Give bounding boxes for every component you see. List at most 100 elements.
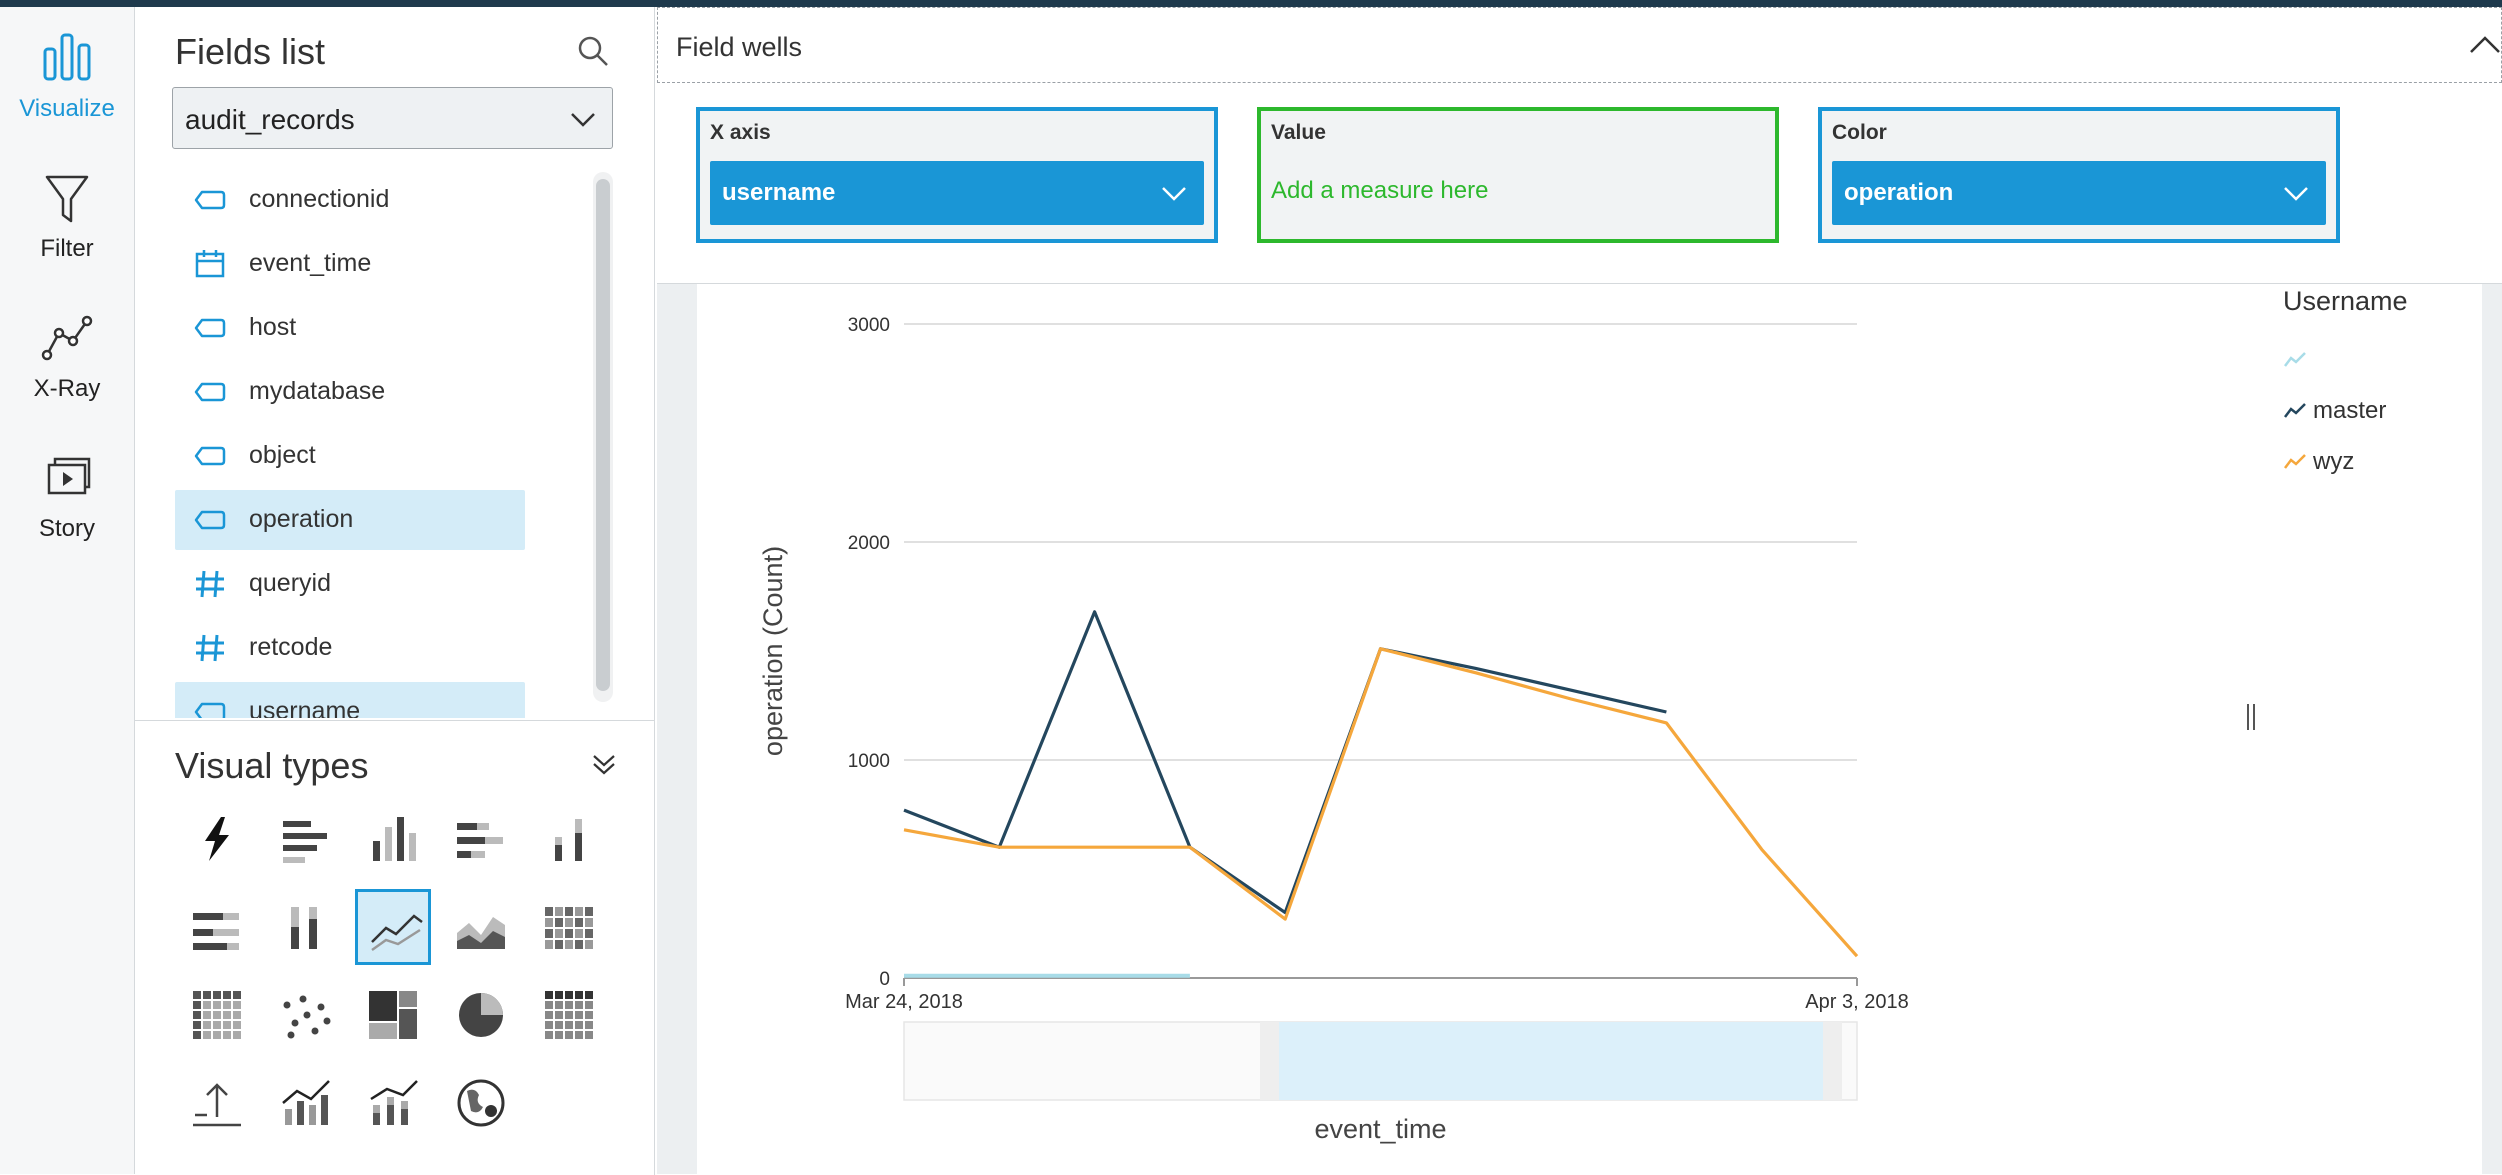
kpi-icon: [193, 1083, 241, 1127]
x-axis-well-label: X axis: [710, 121, 771, 144]
dataset-select[interactable]: audit_records: [172, 87, 613, 149]
tag-icon: [194, 510, 226, 530]
field-item[interactable]: username: [175, 682, 525, 718]
combo-stacked-line-icon: [370, 1080, 418, 1125]
field-item[interactable]: object: [175, 426, 525, 486]
visual-type-geo-map[interactable]: [443, 1065, 519, 1141]
field-name: object: [249, 441, 316, 469]
field-name: queryid: [249, 569, 331, 597]
x-tick-label: Mar 24, 2018: [845, 991, 963, 1013]
line-chart: 0 1000 2000 3000 Mar 24, 2018 Apr 3, 2018 oper…: [758, 315, 1909, 1144]
field-name: operation: [249, 505, 354, 533]
visual-type-vertical-100-bar[interactable]: [267, 889, 343, 965]
visual-type-horizontal-stacked-bar[interactable]: [443, 801, 519, 877]
color-well[interactable]: Color operation: [1818, 107, 2340, 243]
visual-type-area-chart[interactable]: [443, 889, 519, 965]
legend-title: Username: [2283, 286, 2408, 316]
visual-type-horizontal-bar[interactable]: [267, 801, 343, 877]
visual-type-combo-bar-line[interactable]: [267, 1065, 343, 1141]
color-field-name: operation: [1844, 179, 1954, 206]
visual-type-tree-map[interactable]: [355, 977, 431, 1053]
x-axis-label: event_time: [1314, 1114, 1446, 1144]
x-axis-field-pill[interactable]: username: [710, 161, 1204, 225]
vertical-100-bar-icon: [291, 907, 317, 949]
nav-filter[interactable]: Filter: [0, 169, 134, 263]
chevron-down-icon[interactable]: [1160, 181, 1188, 205]
range-slider-right-handle[interactable]: [1823, 1022, 1842, 1100]
tag-icon: [194, 446, 226, 466]
visual-type-pivot-table[interactable]: [179, 977, 255, 1053]
nav-story-label: Story: [38, 515, 95, 542]
search-icon[interactable]: [573, 31, 613, 71]
line-swatch-icon: [2284, 352, 2306, 367]
visual-type-horizontal-100-bar[interactable]: [179, 889, 255, 965]
legend-label: wyz: [2313, 448, 2355, 475]
legend-resize-handle[interactable]: [2244, 702, 2258, 732]
field-item[interactable]: retcode: [175, 618, 525, 678]
field-item[interactable]: operation: [175, 490, 525, 550]
visual-type-combo-stacked-line[interactable]: [355, 1065, 431, 1141]
field-wells-header[interactable]: Field wells: [657, 7, 2502, 83]
y-tick-label: 1000: [848, 751, 890, 772]
field-wells-title: Field wells: [676, 32, 803, 62]
line-swatch-icon: [2284, 454, 2306, 469]
pivot-table-icon: [193, 991, 241, 1039]
visual-type-vertical-bar[interactable]: [355, 801, 431, 877]
range-slider-selection[interactable]: [1279, 1022, 1823, 1100]
collapse-icon[interactable]: [589, 749, 619, 779]
y-tick-label: 0: [879, 969, 890, 990]
visual-type-heat-map[interactable]: [531, 889, 607, 965]
legend-item-master[interactable]: master: [2283, 395, 2483, 435]
y-axis-label: operation (Count): [758, 546, 788, 756]
field-name: host: [249, 313, 297, 341]
range-slider-left-handle[interactable]: [1260, 1022, 1279, 1100]
story-icon: [47, 457, 91, 495]
visual-type-scatter-plot[interactable]: [267, 977, 343, 1053]
legend-item-blank[interactable]: [2283, 344, 2483, 384]
x-axis-well[interactable]: X axis username: [696, 107, 1218, 243]
calendar-icon: [195, 250, 225, 278]
series-line-master[interactable]: [903, 610, 1667, 915]
visual-type-kpi[interactable]: [179, 1065, 255, 1141]
nav-filter-label: Filter: [40, 235, 94, 262]
nav-xray-label: X-Ray: [33, 375, 101, 402]
visual-types-panel: Visual types: [135, 720, 655, 1175]
field-name: event_time: [249, 249, 372, 277]
line-swatch-icon: [2284, 403, 2306, 418]
field-wells: X axis username Value Add a measure here…: [657, 83, 2502, 284]
scatter-plot-icon: [283, 995, 331, 1039]
area-chart-icon: [457, 917, 505, 949]
chevron-up-icon[interactable]: [2465, 30, 2501, 62]
nav-visualize[interactable]: Visualize: [0, 29, 134, 123]
nav-xray[interactable]: X-Ray: [0, 309, 134, 403]
autograph-icon: [205, 817, 229, 861]
visual-types-grid: [179, 801, 629, 1171]
visual-type-vertical-stacked-bar[interactable]: [531, 801, 607, 877]
chevron-down-icon: [571, 113, 595, 127]
x-tick-label: Apr 3, 2018: [1805, 991, 1908, 1013]
field-name: username: [249, 697, 361, 718]
field-name: retcode: [249, 633, 333, 661]
tag-icon: [194, 318, 226, 338]
legend-item-wyz[interactable]: wyz: [2283, 446, 2483, 486]
bar-chart-icon: [43, 33, 91, 81]
pie-chart-icon: [459, 993, 503, 1037]
series-line-wyz[interactable]: [903, 647, 1859, 958]
field-item[interactable]: mydatabase: [175, 362, 525, 422]
visual-type-table[interactable]: [531, 977, 607, 1053]
value-well[interactable]: Value Add a measure here: [1257, 107, 1779, 243]
visual-type-line-chart[interactable]: [355, 889, 431, 965]
chevron-down-icon[interactable]: [2282, 181, 2310, 205]
nav-story[interactable]: Story: [0, 449, 134, 543]
fields-scrollbar-thumb[interactable]: [596, 179, 610, 691]
visual-type-autograph[interactable]: [179, 801, 255, 877]
field-item[interactable]: event_time: [175, 234, 525, 294]
color-well-label: Color: [1832, 121, 1887, 144]
field-item[interactable]: connectionid: [175, 170, 525, 230]
field-name: connectionid: [249, 185, 390, 213]
color-field-pill[interactable]: operation: [1832, 161, 2326, 225]
field-item[interactable]: host: [175, 298, 525, 358]
field-item[interactable]: queryid: [175, 554, 525, 614]
vertical-bar-icon: [373, 817, 416, 861]
visual-type-pie-chart[interactable]: [443, 977, 519, 1053]
